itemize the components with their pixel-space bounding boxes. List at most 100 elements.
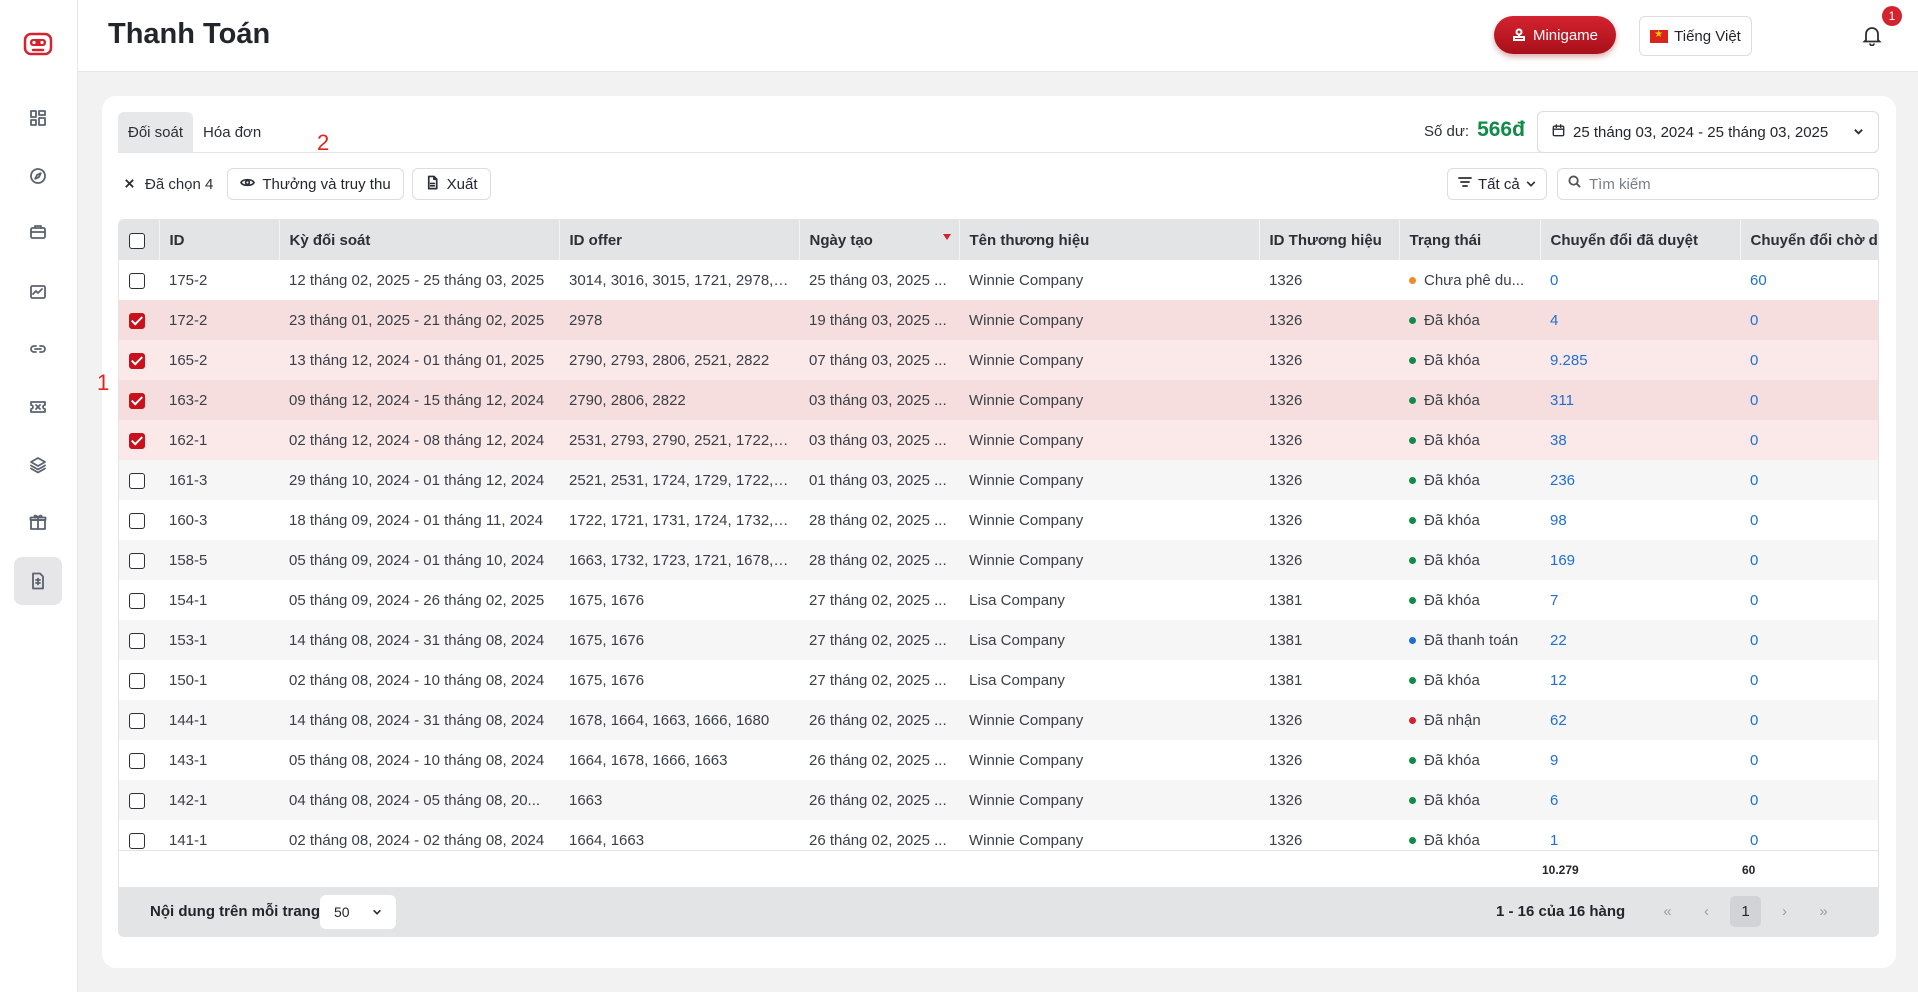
cell-approved[interactable]: 22 [1540,620,1740,660]
cell-pending[interactable]: 0 [1740,300,1878,340]
table-row[interactable]: 154-1 05 tháng 09, 2024 - 26 tháng 02, 20… [119,580,1878,620]
row-checkbox[interactable] [129,592,145,609]
table-row[interactable]: 150-1 02 tháng 08, 2024 - 10 tháng 08, 20… [119,660,1878,700]
first-page-icon[interactable]: « [1663,903,1672,920]
cell-pending[interactable]: 60 [1740,260,1878,300]
table-row[interactable]: 141-1 02 tháng 08, 2024 - 02 tháng 08, 20… [119,820,1878,850]
cell-approved[interactable]: 1 [1540,820,1740,850]
tab-hoa-don[interactable]: Hóa đơn [203,123,262,141]
table-row[interactable]: 143-1 05 tháng 08, 2024 - 10 tháng 08, 20… [119,740,1878,780]
col-approved[interactable]: Chuyển đổi đã duyệt [1540,220,1741,260]
nav-gift-icon[interactable] [14,498,62,546]
cell-approved[interactable]: 7 [1540,580,1740,620]
nav-briefcase-icon[interactable] [14,208,62,256]
cell-approved[interactable]: 236 [1540,460,1740,500]
col-brand[interactable]: Tên thương hiệu [959,220,1260,260]
app-logo[interactable] [22,28,54,60]
per-page-select[interactable]: 50 [320,895,396,929]
row-checkbox[interactable] [129,312,145,329]
cell-approved[interactable]: 6 [1540,780,1740,820]
cell-pending[interactable]: 0 [1740,620,1878,660]
row-checkbox[interactable] [129,272,145,289]
cell-approved[interactable]: 38 [1540,420,1740,460]
page-button-current[interactable]: 1 [1730,896,1761,927]
table-row[interactable]: 175-2 12 tháng 02, 2025 - 25 tháng 03, 20… [119,260,1878,300]
clear-selection-icon[interactable] [124,176,135,193]
cell-approved[interactable]: 311 [1540,380,1740,420]
cell-pending[interactable]: 0 [1740,580,1878,620]
row-checkbox[interactable] [129,472,145,489]
cell-pending[interactable]: 0 [1740,500,1878,540]
table-row[interactable]: 172-2 23 tháng 01, 2025 - 21 tháng 02, 20… [119,300,1878,340]
cell-approved[interactable]: 98 [1540,500,1740,540]
language-selector[interactable]: Tiếng Việt [1639,16,1752,56]
next-page-icon[interactable]: › [1782,903,1787,920]
row-checkbox[interactable] [129,752,145,769]
cell-approved[interactable]: 0 [1540,260,1740,300]
cell-approved[interactable]: 4 [1540,300,1740,340]
minigame-button[interactable]: Minigame [1494,16,1616,54]
cell-approved[interactable]: 9.285 [1540,340,1740,380]
table-row[interactable]: 162-1 02 tháng 12, 2024 - 08 tháng 12, 20… [119,420,1878,460]
col-pending[interactable]: Chuyển đổi chờ duyệt [1740,220,1878,260]
nav-compass-icon[interactable] [14,152,62,200]
cell-approved[interactable]: 169 [1540,540,1740,580]
cell-approved[interactable]: 9 [1540,740,1740,780]
cell-pending[interactable]: 0 [1740,740,1878,780]
cell-status: Đã khóa [1399,540,1540,580]
cell-approved[interactable]: 12 [1540,660,1740,700]
col-status[interactable]: Trạng thái [1399,220,1541,260]
col-brand-id[interactable]: ID Thương hiệu [1259,220,1400,260]
cell-pending[interactable]: 0 [1740,700,1878,740]
export-button[interactable]: Xuất [411,168,491,200]
row-checkbox[interactable] [129,712,145,729]
cell-pending[interactable]: 0 [1740,380,1878,420]
cell-pending[interactable]: 0 [1740,540,1878,580]
nav-invoice-icon[interactable] [14,557,62,605]
nav-report-icon[interactable] [14,268,62,316]
row-checkbox[interactable] [129,552,145,569]
table-row[interactable]: 165-2 13 tháng 12, 2024 - 01 tháng 01, 20… [119,340,1878,380]
table-row[interactable]: 144-1 14 tháng 08, 2024 - 31 tháng 08, 20… [119,700,1878,740]
col-period[interactable]: Kỳ đối soát [279,220,560,260]
table-row[interactable]: 163-2 09 tháng 12, 2024 - 15 tháng 12, 20… [119,380,1878,420]
last-page-icon[interactable]: » [1819,903,1828,920]
row-checkbox[interactable] [129,672,145,689]
cell-approved[interactable]: 62 [1540,700,1740,740]
select-all-checkbox[interactable] [129,232,145,249]
nav-dashboard-icon[interactable] [14,94,62,142]
cell-offer: 1663, 1732, 1723, 1721, 1678, 1... [559,540,799,580]
col-created[interactable]: Ngày tạo [799,220,960,260]
cell-pending[interactable]: 0 [1740,780,1878,820]
row-checkbox[interactable] [129,832,145,849]
row-checkbox[interactable] [129,512,145,529]
prev-page-icon[interactable]: ‹ [1704,903,1709,920]
table-row[interactable]: 142-1 04 tháng 08, 2024 - 05 tháng 08, 20… [119,780,1878,820]
row-checkbox[interactable] [129,432,145,449]
table-row[interactable]: 161-3 29 tháng 10, 2024 - 01 tháng 12, 20… [119,460,1878,500]
cell-pending[interactable]: 0 [1740,820,1878,850]
nav-ticket-icon[interactable] [14,383,62,431]
cell-created: 03 tháng 03, 2025 ... [799,420,959,460]
tab-doi-soat[interactable]: Đối soát [118,112,194,152]
cell-pending[interactable]: 0 [1740,420,1878,460]
table-row[interactable]: 153-1 14 tháng 08, 2024 - 31 tháng 08, 20… [119,620,1878,660]
nav-link-icon[interactable] [14,325,62,373]
bell-icon[interactable] [1861,24,1883,47]
status-filter[interactable]: Tất cả [1447,168,1547,200]
date-range-picker[interactable]: 25 tháng 03, 2024 - 25 tháng 03, 2025 [1537,111,1879,153]
table-row[interactable]: 158-5 05 tháng 09, 2024 - 01 tháng 10, 20… [119,540,1878,580]
cell-pending[interactable]: 0 [1740,660,1878,700]
nav-layers-icon[interactable] [14,441,62,489]
cell-pending[interactable]: 0 [1740,340,1878,380]
reward-button[interactable]: Thưởng và truy thu [227,168,404,200]
row-checkbox[interactable] [129,392,145,409]
row-checkbox[interactable] [129,632,145,649]
row-checkbox[interactable] [129,352,145,369]
col-id[interactable]: ID [159,220,280,260]
cell-pending[interactable]: 0 [1740,460,1878,500]
col-offer-id[interactable]: ID offer [559,220,800,260]
table-row[interactable]: 160-3 18 tháng 09, 2024 - 01 tháng 11, 20… [119,500,1878,540]
row-checkbox[interactable] [129,792,145,809]
search-input[interactable] [1589,175,1868,193]
